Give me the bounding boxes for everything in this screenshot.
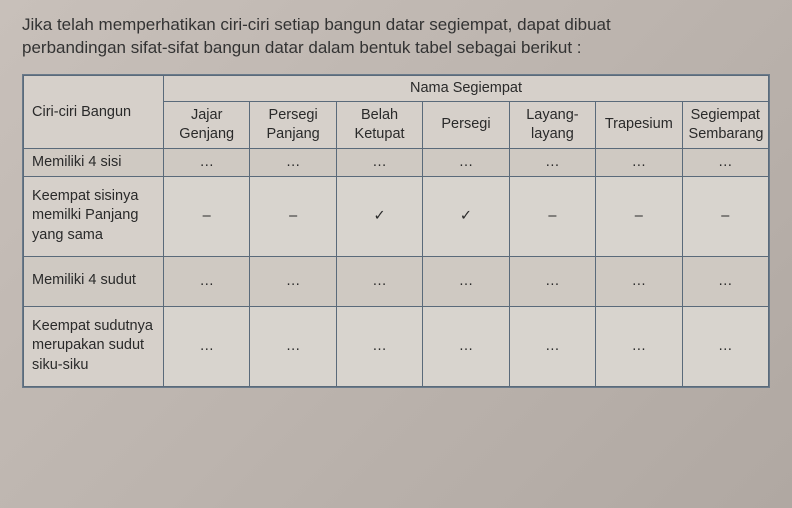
corner-header: Ciri-ciri Bangun: [24, 75, 164, 148]
cell: …: [682, 148, 768, 176]
cell: …: [596, 148, 682, 176]
row-label: Keempat sisinya memilki Panjang yang sam…: [24, 176, 164, 256]
intro-line-2: perbandingan sifat-sifat bangun datar da…: [22, 38, 582, 57]
cell: …: [509, 256, 595, 306]
row-label: Memiliki 4 sudut: [24, 256, 164, 306]
table-row: Keempat sisinya memilki Panjang yang sam…: [24, 176, 769, 256]
cell: ✓: [336, 176, 422, 256]
row-label: Keempat sudutnya merupakan sudut siku-si…: [24, 306, 164, 386]
cell: …: [509, 148, 595, 176]
cell: …: [682, 306, 768, 386]
cell: …: [250, 256, 336, 306]
cell: …: [164, 306, 250, 386]
col-layang-layang: Layang- layang: [509, 101, 595, 148]
cell: …: [250, 306, 336, 386]
cell: …: [336, 306, 422, 386]
cell: –: [164, 176, 250, 256]
cell: …: [250, 148, 336, 176]
cell: –: [509, 176, 595, 256]
cell: …: [336, 148, 422, 176]
comparison-table-wrap: Ciri-ciri Bangun Nama Segiempat Jajar Ge…: [22, 74, 770, 388]
cell: ✓: [423, 176, 509, 256]
table-row: Memiliki 4 sisi … … … … … … …: [24, 148, 769, 176]
cell: …: [423, 306, 509, 386]
cell: …: [423, 148, 509, 176]
comparison-table: Ciri-ciri Bangun Nama Segiempat Jajar Ge…: [23, 75, 769, 387]
cell: …: [596, 256, 682, 306]
cell: …: [164, 148, 250, 176]
cell: …: [423, 256, 509, 306]
intro-text: Jika telah memperhatikan ciri-ciri setia…: [22, 14, 770, 60]
table-row: Keempat sudutnya merupakan sudut siku-si…: [24, 306, 769, 386]
row-label: Memiliki 4 sisi: [24, 148, 164, 176]
col-trapesium: Trapesium: [596, 101, 682, 148]
table-row: Memiliki 4 sudut … … … … … … …: [24, 256, 769, 306]
col-belah-ketupat: Belah Ketupat: [336, 101, 422, 148]
cell: –: [250, 176, 336, 256]
cell: …: [509, 306, 595, 386]
col-persegi: Persegi: [423, 101, 509, 148]
header-group-row: Ciri-ciri Bangun Nama Segiempat: [24, 75, 769, 101]
cell: …: [596, 306, 682, 386]
group-header: Nama Segiempat: [164, 75, 769, 101]
cell: –: [596, 176, 682, 256]
intro-line-1: Jika telah memperhatikan ciri-ciri setia…: [22, 15, 611, 34]
cell: –: [682, 176, 768, 256]
col-jajar-genjang: Jajar Genjang: [164, 101, 250, 148]
col-segiempat-sembarang: Segiempat Sembarang: [682, 101, 768, 148]
cell: …: [336, 256, 422, 306]
cell: …: [164, 256, 250, 306]
col-persegi-panjang: Persegi Panjang: [250, 101, 336, 148]
cell: …: [682, 256, 768, 306]
page: Jika telah memperhatikan ciri-ciri setia…: [0, 0, 792, 388]
